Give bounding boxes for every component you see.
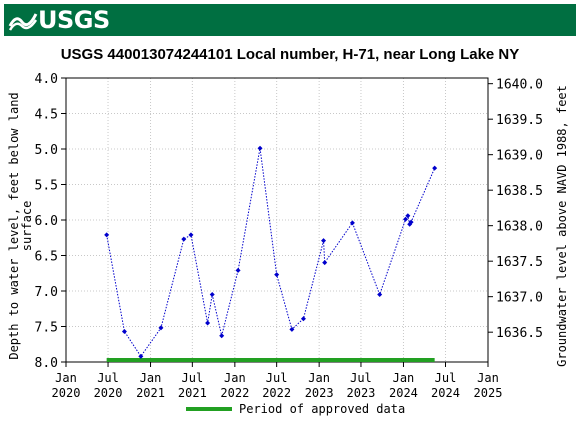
x-tick-year: 2024 — [389, 386, 418, 400]
right-tick-label: 1638.5 — [496, 184, 543, 199]
x-tick-year: 2021 — [178, 386, 207, 400]
left-tick-label: 4.0 — [35, 72, 58, 87]
grid — [65, 77, 489, 363]
data-point — [377, 292, 383, 298]
x-tick-year: 2024 — [431, 386, 460, 400]
left-tick-label: 5.0 — [35, 143, 58, 158]
x-tick-month: Jan — [140, 371, 162, 385]
x-tick-month: Jan — [55, 371, 77, 385]
series-line — [106, 148, 436, 358]
right-tick-label: 1636.5 — [496, 326, 543, 341]
data-point — [300, 316, 306, 322]
data-point — [274, 272, 280, 278]
right-axis: 1640.0 1639.5 1639.0 1638.5 1638.0 1637.5 1637… — [488, 78, 543, 341]
x-tick-month: Jul — [266, 371, 288, 385]
data-point — [121, 328, 127, 334]
data-point — [138, 353, 144, 359]
data-point — [321, 238, 327, 244]
right-tick-label: 1637.5 — [496, 255, 543, 270]
x-tick-year: 2020 — [94, 386, 123, 400]
chart-title: USGS 440013074244101 Local number, H-71,… — [61, 46, 520, 63]
data-point — [403, 216, 409, 222]
x-tick-month: Jan — [224, 371, 246, 385]
data-point — [257, 145, 263, 151]
x-tick-year: 2020 — [52, 386, 81, 400]
x-tick-year: 2025 — [474, 386, 503, 400]
data-point — [349, 220, 355, 226]
series-water-level — [104, 145, 438, 359]
x-tick-month: Jul — [182, 371, 204, 385]
legend-label: Period of approved data — [239, 402, 405, 416]
data-point — [181, 236, 187, 242]
data-point — [209, 292, 215, 298]
data-point — [205, 320, 211, 326]
left-tick-label: 7.5 — [35, 321, 58, 336]
data-point — [432, 165, 438, 171]
left-tick-label: 5.5 — [35, 179, 58, 194]
data-point — [408, 219, 414, 225]
left-axis: 4.0 4.5 5.0 5.5 6.0 6.5 7.0 7.5 8.0 — [35, 72, 66, 371]
x-tick-month: Jul — [97, 371, 119, 385]
data-point — [405, 213, 411, 219]
usgs-banner — [4, 4, 576, 36]
data-point — [104, 232, 110, 238]
right-tick-label: 1638.0 — [496, 220, 543, 235]
right-tick-label: 1639.0 — [496, 149, 543, 164]
usgs-wave-icon — [8, 13, 38, 31]
x-tick-month: Jul — [435, 371, 457, 385]
left-tick-label: 7.0 — [35, 285, 58, 300]
left-tick-label: 6.5 — [35, 250, 58, 265]
right-axis-label: Groundwater level above NAVD 1988, feet — [555, 85, 569, 367]
left-axis-label-line1: Depth to water level, feet below land — [7, 92, 21, 359]
usgs-logo-text: USGS — [38, 6, 110, 34]
x-tick-year: 2022 — [262, 386, 291, 400]
data-point — [219, 333, 225, 339]
left-tick-label: 8.0 — [35, 356, 58, 371]
x-tick-year: 2021 — [136, 386, 165, 400]
x-tick-year: 2022 — [220, 386, 249, 400]
right-tick-label: 1639.5 — [496, 113, 543, 128]
x-tick-month: Jan — [393, 371, 415, 385]
left-tick-label: 6.0 — [35, 214, 58, 229]
data-point — [235, 267, 241, 273]
data-point — [158, 325, 164, 331]
x-tick-month: Jan — [308, 371, 330, 385]
left-tick-label: 4.5 — [35, 108, 58, 123]
legend: Period of approved data — [186, 402, 405, 416]
usgs-logo[interactable]: USGS — [4, 4, 110, 36]
x-tick-year: 2023 — [305, 386, 334, 400]
data-point — [188, 232, 194, 238]
x-axis: Jan2020Jul2020Jan2021Jul2021Jan2022Jul20… — [52, 362, 503, 400]
x-tick-month: Jul — [350, 371, 372, 385]
x-tick-month: Jan — [477, 371, 499, 385]
data-point — [289, 326, 295, 332]
right-tick-label: 1637.0 — [496, 291, 543, 306]
left-axis-label-line2: surface — [20, 201, 34, 252]
x-tick-year: 2023 — [347, 386, 376, 400]
data-point — [322, 260, 328, 266]
right-tick-label: 1640.0 — [496, 78, 543, 93]
